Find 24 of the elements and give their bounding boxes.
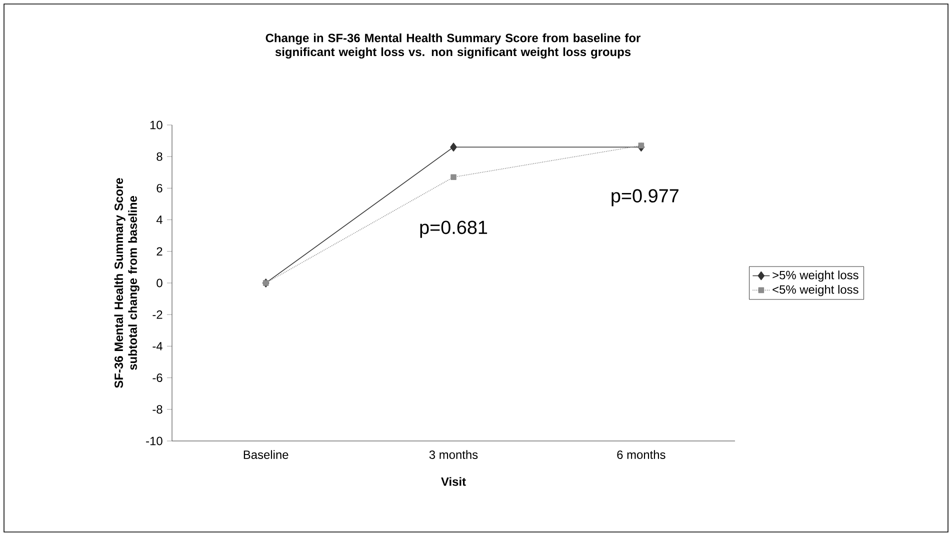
chart-title: Change in SF-36 Mental Health Summary Score from baseline for significant weight loss vs. non significant weight loss groups xyxy=(266,33,640,59)
legend-label: <5% weight loss xyxy=(772,284,858,296)
y-tick-label: 2 xyxy=(156,247,162,256)
y-tick-label: -6 xyxy=(152,374,162,382)
y-tick-label: 4 xyxy=(156,216,162,224)
point xyxy=(450,174,456,180)
point xyxy=(638,142,644,148)
y-tick-label: 8 xyxy=(156,152,162,161)
y-tick-label: -4 xyxy=(152,342,162,350)
y-axis-title: SF-36 Mental Health Summary Score subtotal change from baseline xyxy=(114,178,140,388)
y-tick-label: -10 xyxy=(146,436,162,446)
y-tick-label: -8 xyxy=(152,405,162,414)
y-tick-label: -2 xyxy=(152,310,162,319)
point xyxy=(450,142,457,152)
x-tick-label: 6 months xyxy=(617,450,666,459)
y-tick-label: 10 xyxy=(150,120,162,130)
x-tick-label: 3 months xyxy=(429,450,478,459)
y-tick-label: 6 xyxy=(156,184,162,192)
y-tick-label: 0 xyxy=(156,278,162,288)
annotation: p=0.977 xyxy=(612,189,678,206)
legend-label: >5% weight loss xyxy=(772,270,858,282)
x-axis-title: Visit xyxy=(441,477,466,486)
annotation: p=0.681 xyxy=(420,220,488,238)
x-tick-label: Baseline xyxy=(244,450,288,459)
